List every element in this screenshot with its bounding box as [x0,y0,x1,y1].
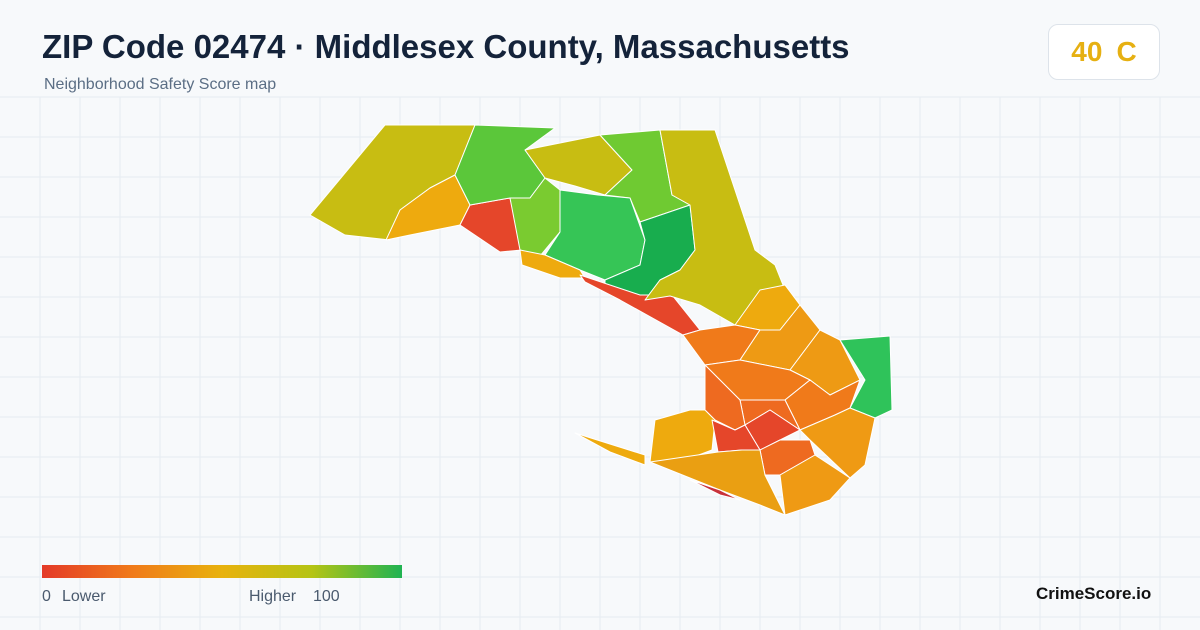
brand: CrimeScore.io [1036,584,1152,603]
legend-min: 0 [42,588,51,605]
region [799,407,876,479]
grade: C [1116,36,1137,67]
region [779,454,851,516]
region [649,449,786,516]
score: 40 [1071,36,1103,67]
legend-high-label: Higher [249,588,297,605]
region [644,129,786,326]
legend-max: 100 [313,588,340,605]
subtitle: Neighborhood Safety Score map [44,76,277,93]
legend-low-label: Lower [62,588,106,605]
title: ZIP Code 02474 · Middlesex County, Massa… [42,28,850,65]
region [689,479,741,501]
regions [309,124,893,516]
score-badge: 40 C [1048,24,1160,80]
region [574,432,646,466]
background-grid [0,96,1200,630]
legend-gradient [42,565,402,578]
